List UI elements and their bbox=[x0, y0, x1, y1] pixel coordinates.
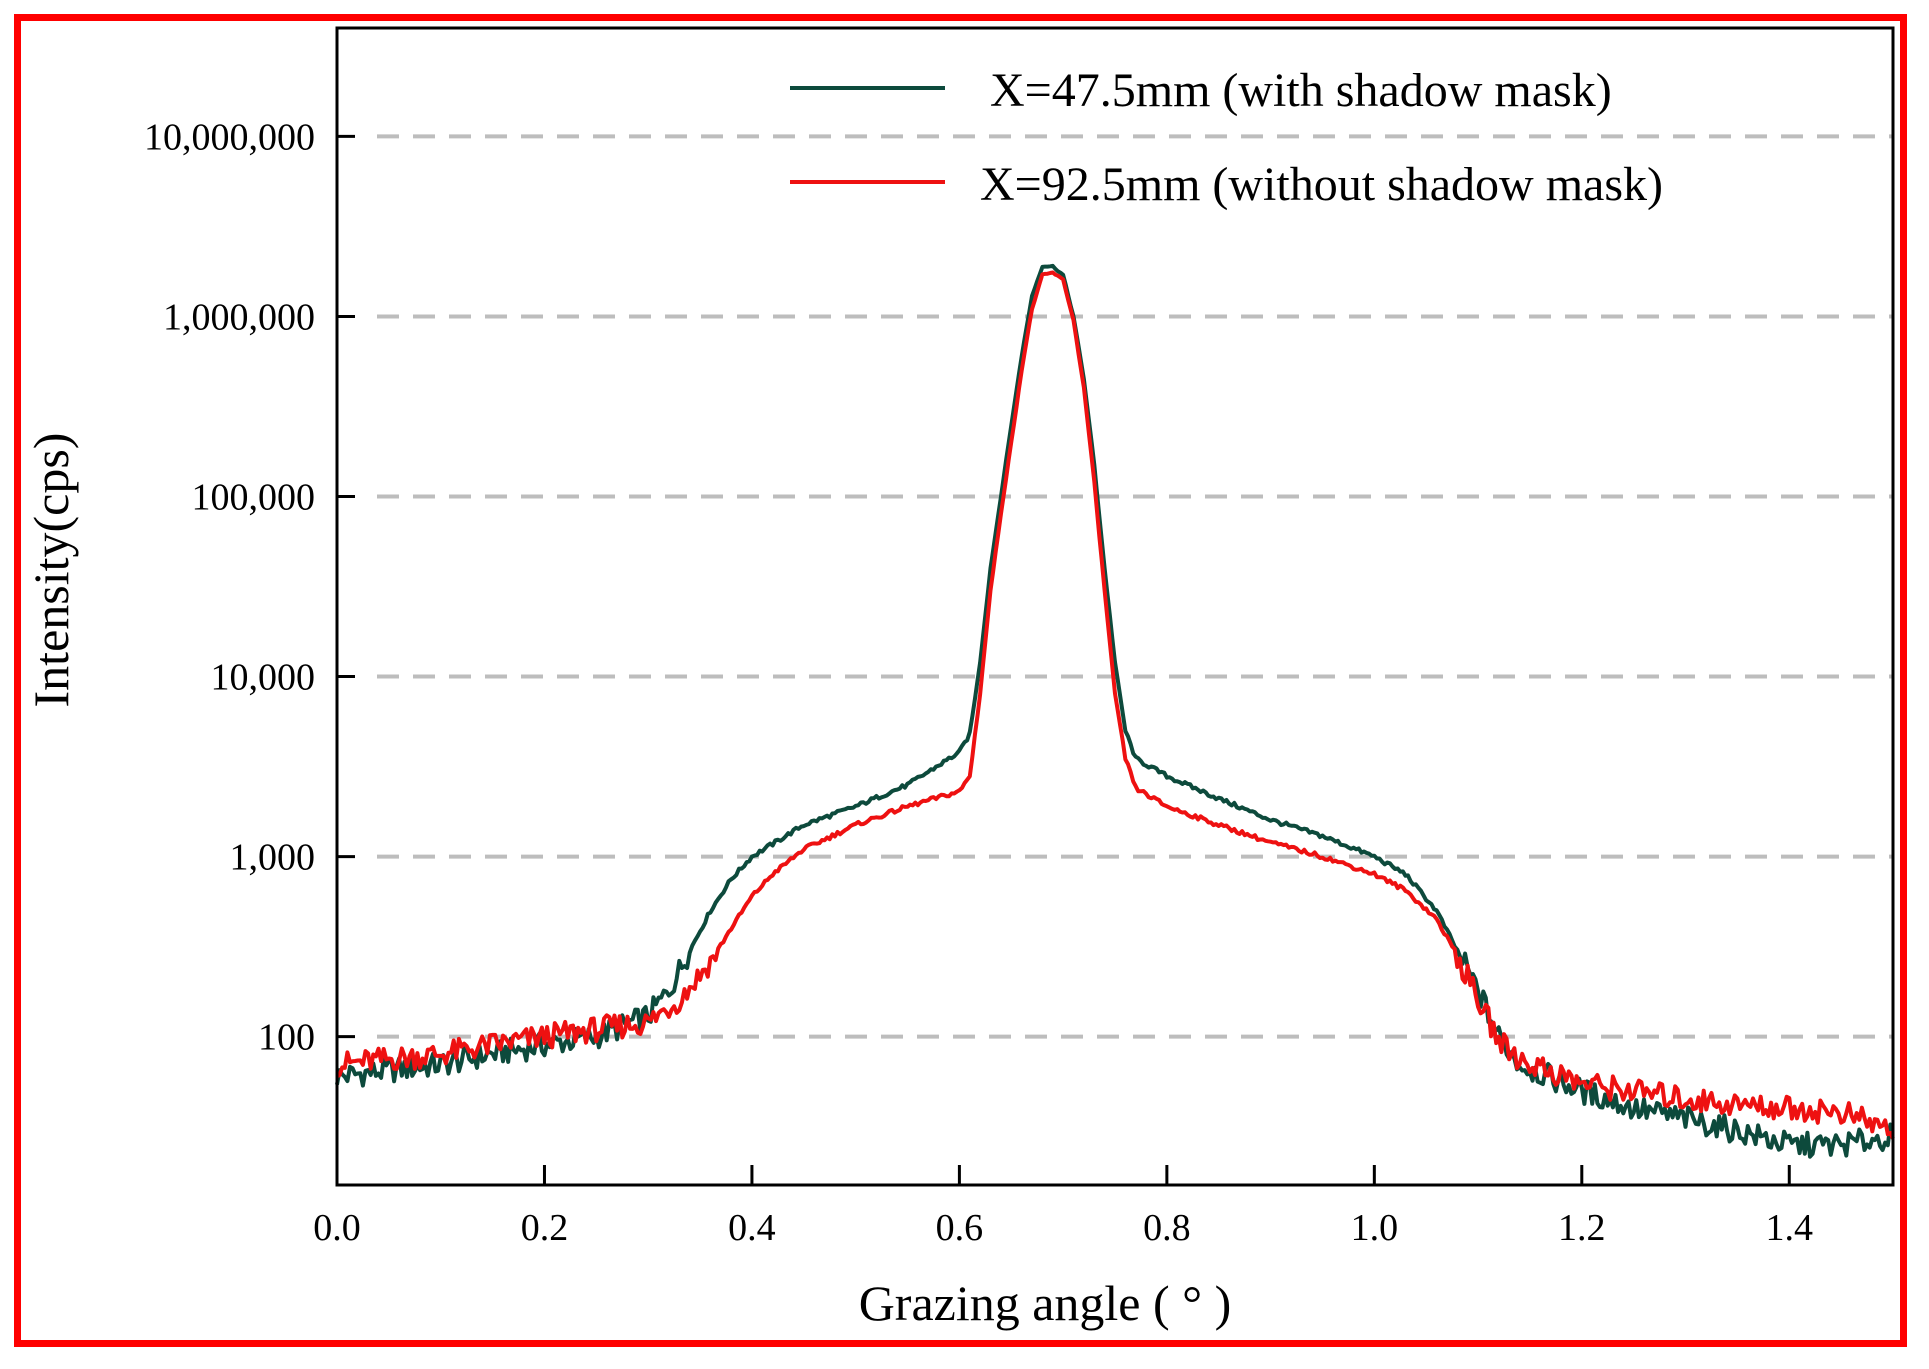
x-axis-title: Grazing angle ( ° ) bbox=[859, 1275, 1232, 1331]
plot-area-frame bbox=[335, 26, 1895, 1187]
x-tick-label: 0.0 bbox=[313, 1207, 361, 1249]
series-line-2 bbox=[336, 270, 1895, 1140]
x-tick-label: 0.2 bbox=[521, 1207, 569, 1249]
x-tick-label: 0.6 bbox=[936, 1207, 984, 1249]
x-tick-label: 1.0 bbox=[1351, 1207, 1399, 1249]
x-tick-label: 1.4 bbox=[1766, 1207, 1814, 1249]
x-tick-label: 0.8 bbox=[1143, 1207, 1191, 1249]
series-line-1 bbox=[335, 263, 1895, 1159]
legend: X=47.5mm (with shadow mask) X=92.5mm (wi… bbox=[790, 64, 1663, 211]
axis-ticks: 100 1,000 10,000 100,000 1,000,000 10,000,000… bbox=[144, 116, 1813, 1249]
x-tick-label: 0.4 bbox=[728, 1207, 776, 1249]
y-axis-title: Intensity(cps) bbox=[23, 433, 79, 708]
grid-lines bbox=[377, 134, 1893, 1039]
y-tick-label: 1,000 bbox=[230, 837, 316, 879]
y-tick-label: 100,000 bbox=[192, 477, 316, 519]
y-tick-label: 100 bbox=[258, 1017, 315, 1059]
series-layer bbox=[335, 263, 1895, 1159]
y-tick-label: 1,000,000 bbox=[163, 296, 315, 338]
y-tick-label: 10,000,000 bbox=[144, 116, 315, 158]
image-border bbox=[14, 14, 1907, 1347]
x-tick-label: 1.2 bbox=[1558, 1207, 1606, 1249]
legend-label-series-2: X=92.5mm (without shadow mask) bbox=[980, 158, 1663, 211]
legend-label-series-1: X=47.5mm (with shadow mask) bbox=[990, 64, 1612, 117]
y-tick-label: 10,000 bbox=[211, 657, 316, 699]
